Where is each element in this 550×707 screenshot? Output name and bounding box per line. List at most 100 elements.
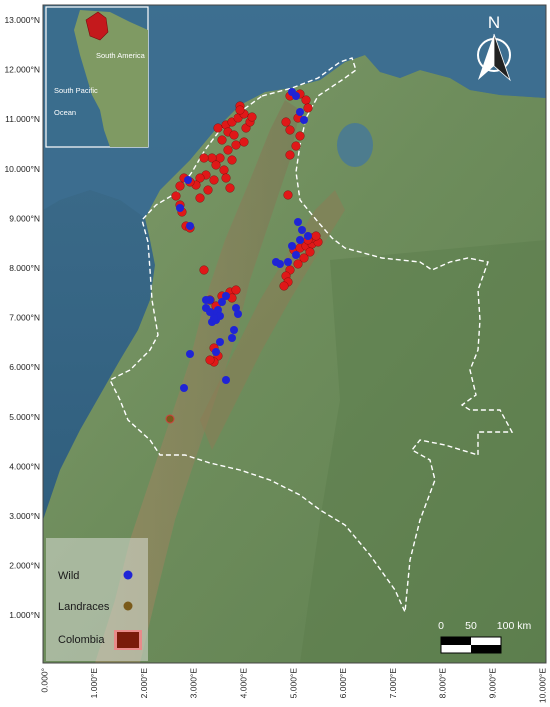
wild-point [184, 176, 192, 184]
wild-point [216, 338, 224, 346]
latitude-labels: 13.000°N 12.000°N 11.000°N 10.000°N 9.000°N 8… [4, 15, 40, 620]
scale-label-100: 100 km [497, 620, 532, 632]
latitude-label: 3.000°N [9, 511, 40, 521]
wild-point [218, 298, 226, 306]
landrace-point [203, 185, 213, 195]
inset-map: South America South Pacific Ocean [45, 6, 149, 148]
landrace-point [205, 355, 215, 365]
landrace-point [171, 191, 181, 201]
landrace-point [223, 145, 233, 155]
landrace-point [211, 160, 221, 170]
longitude-label: 8.000°E [438, 668, 448, 699]
scale-label-50: 50 [465, 620, 477, 632]
wild-point [186, 222, 194, 230]
wild-point [296, 236, 304, 244]
longitude-label: 7.000°E [388, 668, 398, 699]
longitude-labels: 0.000° 1.000°E 2.000°E 3.000°E 4.000°E 5.000°… [39, 668, 547, 703]
latitude-label: 8.000°N [9, 263, 40, 273]
lake-maracaibo [337, 123, 373, 167]
wild-point [212, 348, 220, 356]
wild-point [210, 314, 218, 322]
longitude-label: 9.000°E [487, 668, 497, 699]
wild-point [294, 218, 302, 226]
wild-point [304, 232, 312, 240]
latitude-label: 2.000°N [9, 561, 40, 571]
landrace-point [175, 181, 185, 191]
scale-bar-seg-2 [471, 645, 501, 653]
landrace-point [227, 155, 237, 165]
wild-point [292, 251, 300, 259]
scale-bar: 0 50 100 km [438, 620, 532, 654]
landrace-point [285, 150, 295, 160]
wild-points [165, 88, 312, 424]
landrace-point [225, 183, 235, 193]
landrace-point [229, 130, 239, 140]
legend: Wild Landraces Colombia [46, 538, 148, 661]
landrace-point [299, 253, 309, 263]
landrace-point [199, 265, 209, 275]
north-arrow-right [493, 33, 511, 82]
wild-point [292, 92, 300, 100]
wild-point [230, 326, 238, 334]
landrace-point [231, 285, 241, 295]
landrace-point [279, 281, 289, 291]
wild-point [272, 258, 280, 266]
landrace-point [293, 259, 303, 269]
inset-ocean-label-2: Ocean [54, 108, 76, 117]
scale-label-0: 0 [438, 620, 444, 632]
landrace-point [217, 135, 227, 145]
wild-point [206, 308, 214, 316]
latitude-label: 6.000°N [9, 362, 40, 372]
wild-point [300, 116, 308, 124]
landrace-point [247, 112, 257, 122]
map-frame [42, 4, 547, 664]
latitude-label: 1.000°N [9, 610, 40, 620]
wild-point [298, 226, 306, 234]
landrace-point [199, 153, 209, 163]
landrace-point [239, 137, 249, 147]
basemap [43, 5, 546, 663]
andes-ridge [95, 100, 300, 663]
wild-point [284, 258, 292, 266]
landrace-point [235, 105, 245, 115]
landrace-point [301, 95, 311, 105]
landrace-point [283, 190, 293, 200]
wild-point [222, 292, 230, 300]
latitude-label: 13.000°N [4, 15, 40, 25]
landrace-point [303, 103, 313, 113]
wild-point [296, 108, 304, 116]
latitude-label: 5.000°N [9, 412, 40, 422]
landrace-point [195, 193, 205, 203]
inset-south-america [74, 10, 148, 147]
caribbean-sea [43, 5, 546, 218]
landrace-point [221, 173, 231, 183]
legend-wild-label: Wild [58, 570, 79, 582]
latitude-label: 4.000°N [9, 461, 40, 471]
longitude-label: 3.000°E [189, 668, 199, 699]
latitude-label: 11.000°N [5, 114, 40, 124]
north-arrow-left [478, 34, 494, 80]
latitude-label: 10.000°N [4, 164, 40, 174]
legend-landraces-label: Landraces [58, 601, 110, 613]
longitude-label: 5.000°E [288, 668, 298, 699]
legend-wild-marker [123, 570, 133, 580]
eastern-plains [300, 240, 546, 663]
wild-point [234, 310, 242, 318]
latitude-label: 7.000°N [9, 313, 40, 323]
longitude-label: 1.000°E [89, 668, 99, 699]
latitude-label: 12.000°N [4, 65, 40, 75]
landrace-point [219, 165, 229, 175]
wild-point [176, 204, 184, 212]
wild-point [202, 296, 210, 304]
wild-point [186, 350, 194, 358]
wild-point [228, 334, 236, 342]
wild-point [222, 376, 230, 384]
wild-point [180, 384, 188, 392]
landrace-point [295, 131, 305, 141]
legend-colombia-swatch [117, 632, 139, 648]
wild-point [288, 242, 296, 250]
landrace-point [165, 414, 175, 424]
landrace-point [311, 231, 321, 241]
longitude-label: 6.000°E [338, 668, 348, 699]
legend-colombia-label: Colombia [58, 634, 105, 646]
